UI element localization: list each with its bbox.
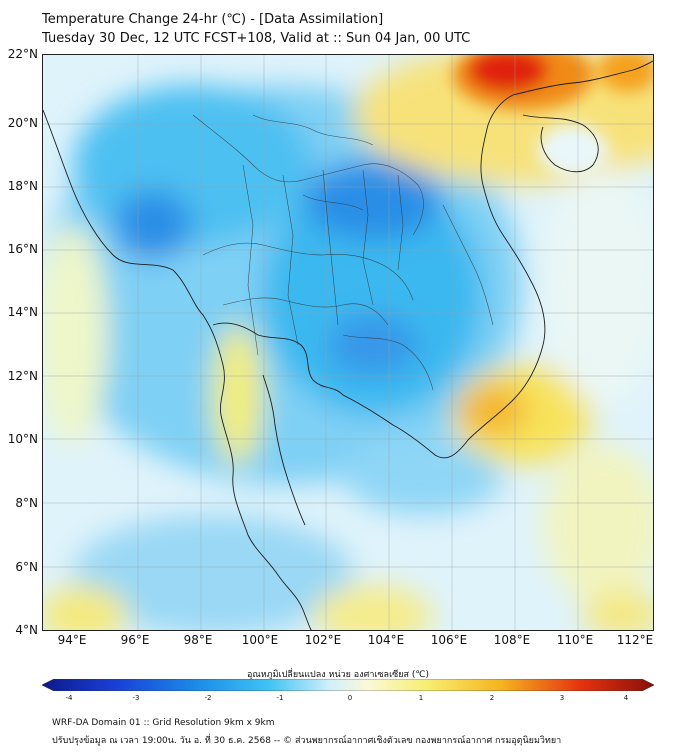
colorbar-tick: 2	[484, 694, 500, 702]
colorbar-tick: -2	[200, 694, 216, 702]
lon-label-98e: 98°E	[178, 633, 218, 647]
colorbar-tick: -1	[272, 694, 288, 702]
lat-label-18n: 18°N	[6, 179, 38, 193]
cool-spot-hainan	[538, 125, 608, 175]
lat-label-14n: 14°N	[6, 305, 38, 319]
cold-spot-cambodia	[328, 315, 418, 375]
lon-label-100e: 100°E	[240, 633, 280, 647]
lat-label-10n: 10°N	[6, 432, 38, 446]
cold-spot-myanmar	[113, 190, 193, 260]
footer-credit: ปรับปรุงข้อมูล ณ เวลา 19:00น. วัน อ. ที่…	[52, 733, 561, 747]
lat-label-4n: 4°N	[6, 623, 38, 637]
map-title: Temperature Change 24-hr (℃) - [Data Ass…	[42, 12, 383, 28]
lon-label-108e: 108°E	[492, 633, 532, 647]
lon-label-102e: 102°E	[303, 633, 343, 647]
lat-label-20n: 20°N	[6, 116, 38, 130]
colorbar-tick: 1	[413, 694, 429, 702]
temperature-change-map[interactable]	[42, 54, 654, 631]
warm-strip-kra	[213, 325, 263, 465]
colorbar-ramp	[42, 679, 654, 691]
lon-label-110e: 110°E	[555, 633, 595, 647]
lat-label-8n: 8°N	[6, 496, 38, 510]
cold-region-north	[73, 85, 313, 245]
colorbar-tick: -4	[61, 694, 77, 702]
lon-label-96e: 96°E	[115, 633, 155, 647]
footer-model-info: WRF-DA Domain 01 :: Grid Resolution 9km …	[52, 718, 274, 728]
lat-label-6n: 6°N	[6, 560, 38, 574]
cold-spot-laos	[303, 160, 443, 240]
colorbar-tick: 0	[342, 694, 358, 702]
map-subtitle: Tuesday 30 Dec, 12 UTC FCST+108, Valid a…	[42, 31, 470, 47]
lon-label-112e: 112°E	[615, 633, 655, 647]
lat-label-16n: 16°N	[6, 242, 38, 256]
colorbar-tick: 3	[554, 694, 570, 702]
lat-label-12n: 12°N	[6, 369, 38, 383]
colorbar-tick: -3	[128, 694, 144, 702]
map-canvas	[43, 55, 654, 631]
lon-label-94e: 94°E	[52, 633, 92, 647]
colorbar	[42, 679, 654, 691]
colorbar-tick: 4	[618, 694, 634, 702]
lon-label-106e: 106°E	[429, 633, 469, 647]
warm-spot-vietnam	[458, 385, 528, 435]
lon-label-104e: 104°E	[366, 633, 406, 647]
lat-label-22n: 22°N	[6, 47, 38, 61]
